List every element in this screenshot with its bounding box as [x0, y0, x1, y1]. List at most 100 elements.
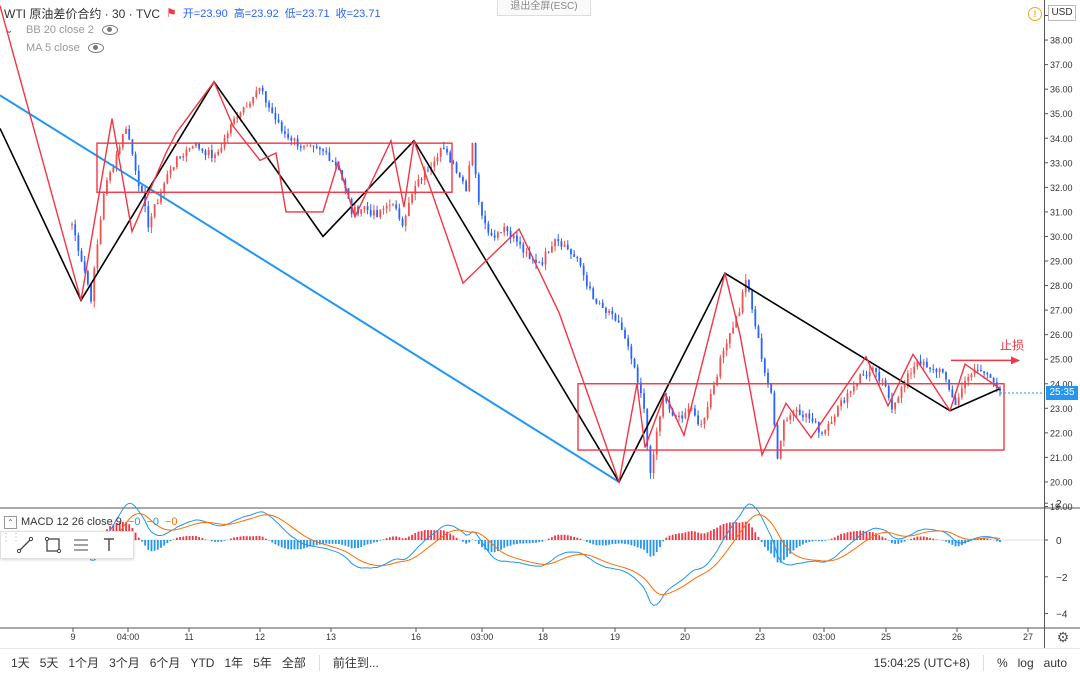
range-5d[interactable]: 5天: [35, 654, 64, 671]
text-tool-button[interactable]: [95, 533, 123, 557]
range-1d[interactable]: 1天: [6, 654, 35, 671]
candle-body: [465, 181, 467, 191]
flag-icon[interactable]: ⚑: [166, 6, 177, 20]
macd-label[interactable]: MACD 12 26 close 9: [21, 516, 122, 528]
macd-histogram-bar: [271, 540, 273, 542]
bb-indicator[interactable]: BB 20 close 2: [26, 24, 118, 36]
histogram-value: −0: [165, 516, 178, 528]
candle-body: [433, 161, 435, 166]
macd-histogram-bar: [862, 531, 864, 540]
range-3m[interactable]: 3个月: [104, 654, 145, 671]
range-5y[interactable]: 5年: [248, 654, 277, 671]
exit-fullscreen-button[interactable]: 退出全屏(ESC): [497, 0, 591, 16]
macd-histogram-bar: [926, 537, 928, 540]
macd-histogram-bar: [818, 540, 820, 541]
candle-body: [634, 359, 636, 367]
trend-line-icon: [16, 536, 34, 554]
macd-histogram-bar: [186, 536, 188, 540]
drawing-toolbar[interactable]: ⋮⋮: [0, 531, 134, 559]
macd-histogram-bar: [367, 540, 369, 544]
log-toggle[interactable]: log: [1013, 656, 1039, 670]
macd-histogram-bar: [452, 536, 454, 540]
macd-histogram-bar: [179, 537, 181, 540]
time-tick-label: 16: [411, 632, 421, 642]
currency-button[interactable]: USD: [1048, 5, 1076, 21]
range-1m[interactable]: 1个月: [63, 654, 104, 671]
time-tick-label: 25: [881, 632, 891, 642]
candle-body: [243, 107, 245, 112]
ma-indicator[interactable]: MA 5 close: [26, 42, 104, 54]
warning-icon[interactable]: !: [1028, 7, 1042, 21]
candle-body: [970, 374, 972, 377]
candle-body: [398, 208, 400, 218]
drag-handle-icon[interactable]: ⋮⋮: [1, 535, 11, 555]
macd-histogram-bar: [363, 540, 365, 545]
settings-gear-icon[interactable]: ⚙: [1054, 628, 1072, 646]
candle-body: [799, 410, 801, 415]
macd-histogram-bar: [885, 538, 887, 540]
candle-body: [659, 417, 661, 432]
fib-tool-button[interactable]: [67, 533, 95, 557]
stop-loss-arrowhead: [1011, 356, 1020, 364]
candle-body: [484, 216, 486, 224]
percent-toggle[interactable]: %: [992, 656, 1013, 670]
range-all[interactable]: 全部: [277, 654, 311, 671]
collapse-arrow-icon[interactable]: ⌄: [5, 25, 13, 36]
candle-body: [513, 235, 515, 238]
eye-icon[interactable]: [102, 25, 118, 35]
macd-histogram-bar: [929, 538, 931, 540]
macd-tick-label: −2: [1056, 573, 1068, 584]
clock-time[interactable]: 15:04:25 (UTC+8): [869, 656, 975, 670]
candle-body: [163, 183, 165, 192]
symbol-title[interactable]: WTI 原油差价合约 · 30 · TVC: [4, 5, 160, 22]
candle-body: [249, 104, 251, 107]
macd-histogram-bar: [548, 539, 550, 540]
candle-body: [767, 373, 769, 385]
macd-histogram-bar: [205, 539, 207, 540]
rectangle-tool-button[interactable]: [39, 533, 67, 557]
candle-body: [850, 391, 852, 393]
macd-histogram-bar: [697, 533, 699, 540]
candle-body: [290, 138, 292, 141]
time-tick-label: 04:00: [117, 632, 140, 642]
macd-histogram-bar: [338, 540, 340, 544]
candle-body: [208, 150, 210, 155]
macd-histogram-bar: [561, 535, 563, 540]
macd-histogram-bar: [300, 540, 302, 549]
trend-line-tool-button[interactable]: [11, 533, 39, 557]
macd-histogram-bar: [182, 537, 184, 540]
candle-body: [122, 134, 124, 147]
range-6m[interactable]: 6个月: [145, 654, 186, 671]
range-ytd[interactable]: YTD: [185, 656, 219, 670]
macd-histogram-bar: [386, 538, 388, 540]
macd-tick-label: 2: [1056, 499, 1062, 510]
eye-icon[interactable]: [88, 43, 104, 53]
candle-body: [262, 88, 264, 91]
macd-histogram-bar: [573, 537, 575, 540]
range-1y[interactable]: 1年: [219, 654, 248, 671]
macd-histogram-bar: [373, 540, 375, 542]
candle-body: [710, 394, 712, 407]
macd-histogram-bar: [344, 540, 346, 546]
macd-histogram-bar: [691, 531, 693, 540]
candle-body: [684, 412, 686, 418]
macd-histogram-bar: [151, 540, 153, 551]
macd-histogram-bar: [767, 540, 769, 551]
candle-body: [773, 393, 775, 425]
auto-toggle[interactable]: auto: [1039, 656, 1072, 670]
macd-histogram-bar: [897, 540, 899, 544]
candle-body: [170, 170, 172, 175]
goto-date-button[interactable]: 前往到...: [328, 654, 384, 671]
candle-body: [281, 122, 283, 131]
candle-body: [805, 414, 807, 417]
collapse-icon[interactable]: ⌃: [4, 516, 17, 529]
time-tick-label: 26: [952, 632, 962, 642]
candle-body: [462, 177, 464, 181]
candle-body: [688, 409, 690, 413]
macd-histogram-bar: [329, 540, 331, 544]
macd-histogram-bar: [138, 538, 140, 540]
macd-histogram-bar: [866, 531, 868, 540]
macd-histogram-bar: [144, 540, 146, 546]
